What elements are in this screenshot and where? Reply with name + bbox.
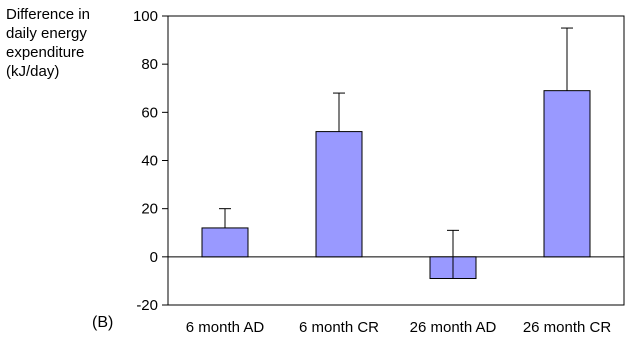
y-tick-label-5: 80: [141, 56, 158, 73]
y-tick-label-6: 100: [133, 8, 158, 25]
y-axis-label-line-2: daily energy: [6, 25, 87, 42]
x-tick-label-3: 26 month CR: [523, 319, 612, 336]
bar-3: [543, 90, 591, 258]
bar-0: [201, 227, 249, 258]
x-tick-label-0: 6 month AD: [186, 319, 265, 336]
y-tick-label-0: -20: [136, 297, 158, 314]
y-tick-label-2: 20: [141, 201, 158, 218]
panel-label: (B): [92, 314, 114, 331]
y-tick-label-4: 60: [141, 104, 158, 121]
x-tick-label-1: 6 month CR: [299, 319, 379, 336]
y-axis-label-line-1: Difference in: [6, 6, 90, 23]
y-tick-label-1: 0: [150, 249, 158, 266]
bar-1: [315, 131, 363, 258]
y-axis-label-line-3: expenditure: [6, 44, 85, 61]
y-axis-label-line-4: (kJ/day): [6, 63, 60, 80]
x-tick-label-2: 26 month AD: [410, 319, 497, 336]
y-tick-label-3: 40: [141, 153, 158, 170]
